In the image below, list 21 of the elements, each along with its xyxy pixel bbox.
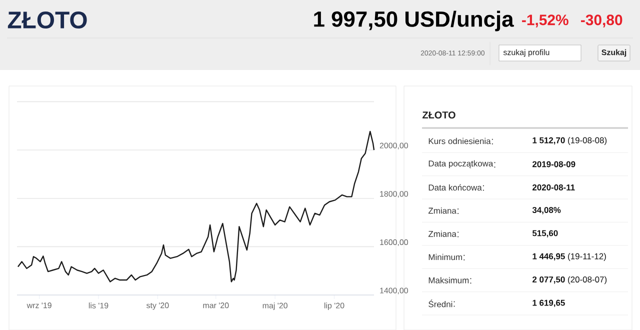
text: 2020-08-11 [532, 184, 575, 190]
text: 2 077,50 (20-08-07) [532, 276, 607, 284]
text: 1 619,65 [532, 300, 565, 307]
text: ZŁOTO [422, 111, 456, 118]
category-label: Kurs odniesienia [428, 138, 491, 144]
text: 1 512,70 (19-08-08) [532, 136, 607, 145]
text: -1,52% [522, 14, 568, 28]
text: 2019-08-09 [532, 161, 576, 168]
category-label: Średni [428, 299, 452, 308]
chart-title: ZŁOTO [8, 11, 87, 28]
text: 1 997,50 USD/uncja [314, 10, 514, 32]
text: 34,08% [532, 206, 561, 214]
category-label: Data końcowa [428, 184, 482, 190]
category-label: Zmiana [428, 207, 456, 214]
text: -30,80 [581, 14, 622, 28]
text: 1 446,95 (19-11-12) [532, 252, 606, 261]
category-label: Minimum [428, 254, 462, 260]
category-label: Maksimum [428, 277, 469, 284]
category-label: Zmiana [428, 230, 456, 237]
text: 515,60 [532, 230, 558, 238]
category-label: Data początkowa [428, 160, 494, 168]
